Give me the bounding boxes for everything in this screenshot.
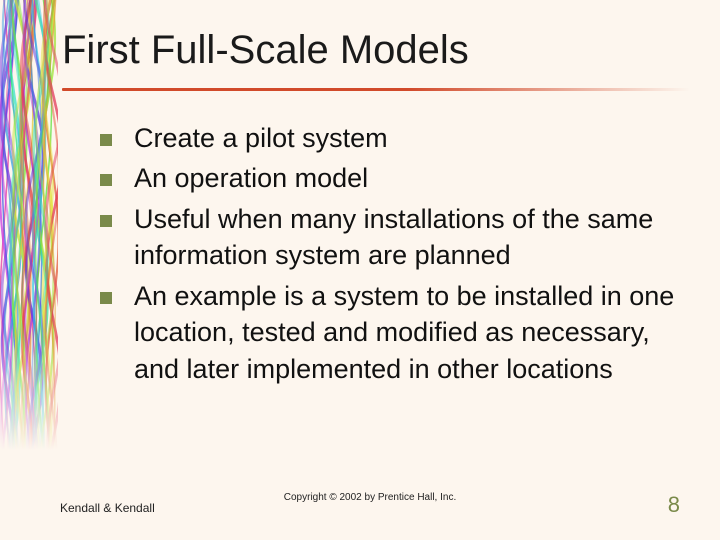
bullet-marker-icon: [100, 215, 112, 227]
footer-left: Kendall & Kendall: [60, 501, 155, 515]
bullet-item: An example is a system to be installed i…: [100, 278, 680, 387]
bullet-marker-icon: [100, 292, 112, 304]
slide-title: First Full-Scale Models: [62, 28, 680, 72]
page-number: 8: [668, 492, 680, 518]
slide: First Full-Scale Models Create a pilot s…: [0, 0, 720, 540]
body-area: Create a pilot system An operation model U…: [100, 120, 680, 391]
decorative-rainbow-strip: [0, 0, 58, 450]
bullet-text: Useful when many installations of the sa…: [134, 201, 680, 274]
bullet-item: An operation model: [100, 160, 680, 196]
bullet-marker-icon: [100, 174, 112, 186]
bullet-text: An operation model: [134, 160, 680, 196]
title-underline: [62, 88, 690, 94]
rainbow-svg: [0, 0, 58, 450]
title-underline-bar: [62, 88, 690, 91]
footer: Kendall & Kendall Copyright © 2002 by Pr…: [60, 492, 680, 518]
bullet-item: Useful when many installations of the sa…: [100, 201, 680, 274]
bullet-marker-icon: [100, 134, 112, 146]
title-area: First Full-Scale Models: [62, 28, 680, 72]
bullet-text: Create a pilot system: [134, 120, 680, 156]
bullet-list: Create a pilot system An operation model U…: [100, 120, 680, 387]
bullet-item: Create a pilot system: [100, 120, 680, 156]
bullet-text: An example is a system to be installed i…: [134, 278, 680, 387]
